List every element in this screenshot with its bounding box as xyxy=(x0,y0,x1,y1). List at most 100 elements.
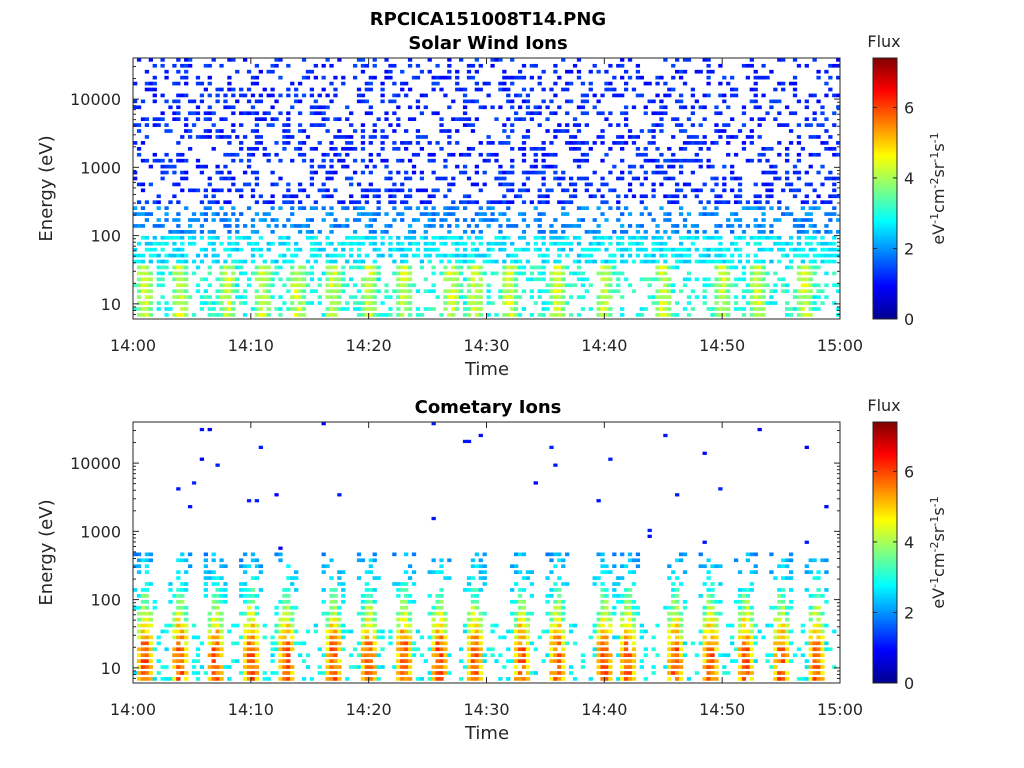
heatmap-cell xyxy=(486,224,491,228)
heatmap-cell xyxy=(604,301,609,305)
heatmap-cell xyxy=(565,241,570,246)
heatmap-cell xyxy=(549,445,554,449)
heatmap-cell xyxy=(608,111,613,116)
heatmap-cell xyxy=(144,123,150,127)
heatmap-cell xyxy=(140,188,146,193)
heatmap-cell xyxy=(136,570,142,574)
heatmap-cell xyxy=(286,188,291,193)
heatmap-cell xyxy=(404,635,409,640)
heatmap-cell xyxy=(627,253,633,258)
heatmap-cell xyxy=(431,629,436,634)
heatmap-cell xyxy=(144,301,150,305)
heatmap-cell xyxy=(372,259,377,264)
heatmap-cell xyxy=(372,558,377,563)
heatmap-cell xyxy=(203,582,208,586)
heatmap-cell xyxy=(820,182,825,187)
heatmap-cell xyxy=(250,558,256,563)
heatmap-cell xyxy=(396,629,401,634)
heatmap-cell xyxy=(411,218,417,222)
heatmap-cell xyxy=(506,206,511,210)
heatmap-cell xyxy=(506,135,511,139)
heatmap-cell xyxy=(753,635,758,640)
heatmap-cell xyxy=(133,123,138,127)
heatmap-cell xyxy=(223,176,228,181)
heatmap-cell xyxy=(443,617,448,622)
heatmap-cell xyxy=(580,141,586,145)
heatmap-cell xyxy=(643,677,648,681)
heatmap-cell xyxy=(215,235,220,240)
heatmap-cell xyxy=(710,69,715,74)
heatmap-cell xyxy=(702,653,707,658)
heatmap-cell xyxy=(290,224,295,228)
heatmap-cell xyxy=(184,75,189,80)
heatmap-cell xyxy=(329,265,334,270)
heatmap-cell xyxy=(549,99,554,104)
heatmap-cell xyxy=(176,200,181,205)
heatmap-cell xyxy=(329,671,334,675)
heatmap-cell xyxy=(710,594,715,598)
heatmap-cell xyxy=(435,295,440,299)
heatmap-cell xyxy=(400,158,405,163)
heatmap-cell xyxy=(392,63,397,68)
heatmap-cell xyxy=(537,313,542,317)
heatmap-cell xyxy=(274,224,279,228)
heatmap-cell xyxy=(686,141,692,145)
heatmap-cell xyxy=(466,259,472,264)
heatmap-cell xyxy=(439,123,444,127)
heatmap-cell xyxy=(239,582,244,586)
heatmap-cell xyxy=(537,253,542,258)
heatmap-cell xyxy=(423,253,428,258)
heatmap-cell xyxy=(356,212,362,216)
heatmap-cell xyxy=(702,235,707,240)
heatmap-cell xyxy=(227,665,232,669)
heatmap-cell xyxy=(557,105,562,110)
heatmap-cell xyxy=(545,253,550,258)
heatmap-cell xyxy=(836,176,841,181)
heatmap-cell xyxy=(250,259,256,264)
heatmap-cell xyxy=(568,182,574,187)
heatmap-cell xyxy=(227,629,232,634)
heatmap-cell xyxy=(364,641,370,646)
heatmap-cell xyxy=(380,241,385,246)
heatmap-cell xyxy=(612,93,617,98)
heatmap-cell xyxy=(258,265,263,270)
heatmap-cell xyxy=(678,158,684,163)
heatmap-cell xyxy=(309,277,315,282)
heatmap-cell xyxy=(537,277,542,282)
heatmap-cell xyxy=(148,617,153,622)
heatmap-cell xyxy=(455,277,460,282)
solar-wind-colorbar xyxy=(872,57,898,320)
heatmap-cell xyxy=(305,283,311,288)
heatmap-cell xyxy=(675,247,680,252)
heatmap-cell xyxy=(812,224,817,228)
heatmap-cell xyxy=(690,158,696,163)
heatmap-cell xyxy=(517,69,523,74)
heatmap-cell xyxy=(176,611,181,616)
heatmap-cell xyxy=(219,671,224,675)
heatmap-cell xyxy=(207,81,212,86)
heatmap-cell xyxy=(239,588,244,592)
heatmap-cell xyxy=(180,283,185,288)
heatmap-cell xyxy=(616,235,621,240)
heatmap-cell xyxy=(757,307,762,311)
heatmap-cell xyxy=(443,158,448,163)
heatmap-cell xyxy=(737,617,743,622)
heatmap-cell xyxy=(517,146,523,151)
heatmap-cell xyxy=(702,212,707,216)
heatmap-cell xyxy=(447,271,452,276)
heatmap-cell xyxy=(396,235,401,240)
heatmap-cell xyxy=(176,259,181,264)
heatmap-cell xyxy=(180,611,185,616)
heatmap-cell xyxy=(290,635,295,640)
heatmap-cell xyxy=(513,570,519,574)
heatmap-cell xyxy=(360,194,366,199)
heatmap-cell xyxy=(152,117,157,121)
heatmap-cell xyxy=(435,176,440,181)
heatmap-cell xyxy=(439,259,444,264)
heatmap-cell xyxy=(341,570,346,574)
heatmap-cell xyxy=(184,69,189,74)
heatmap-cell xyxy=(368,188,373,193)
heatmap-cell xyxy=(757,105,762,110)
heatmap-cell xyxy=(184,206,189,210)
heatmap-cell xyxy=(278,629,283,634)
